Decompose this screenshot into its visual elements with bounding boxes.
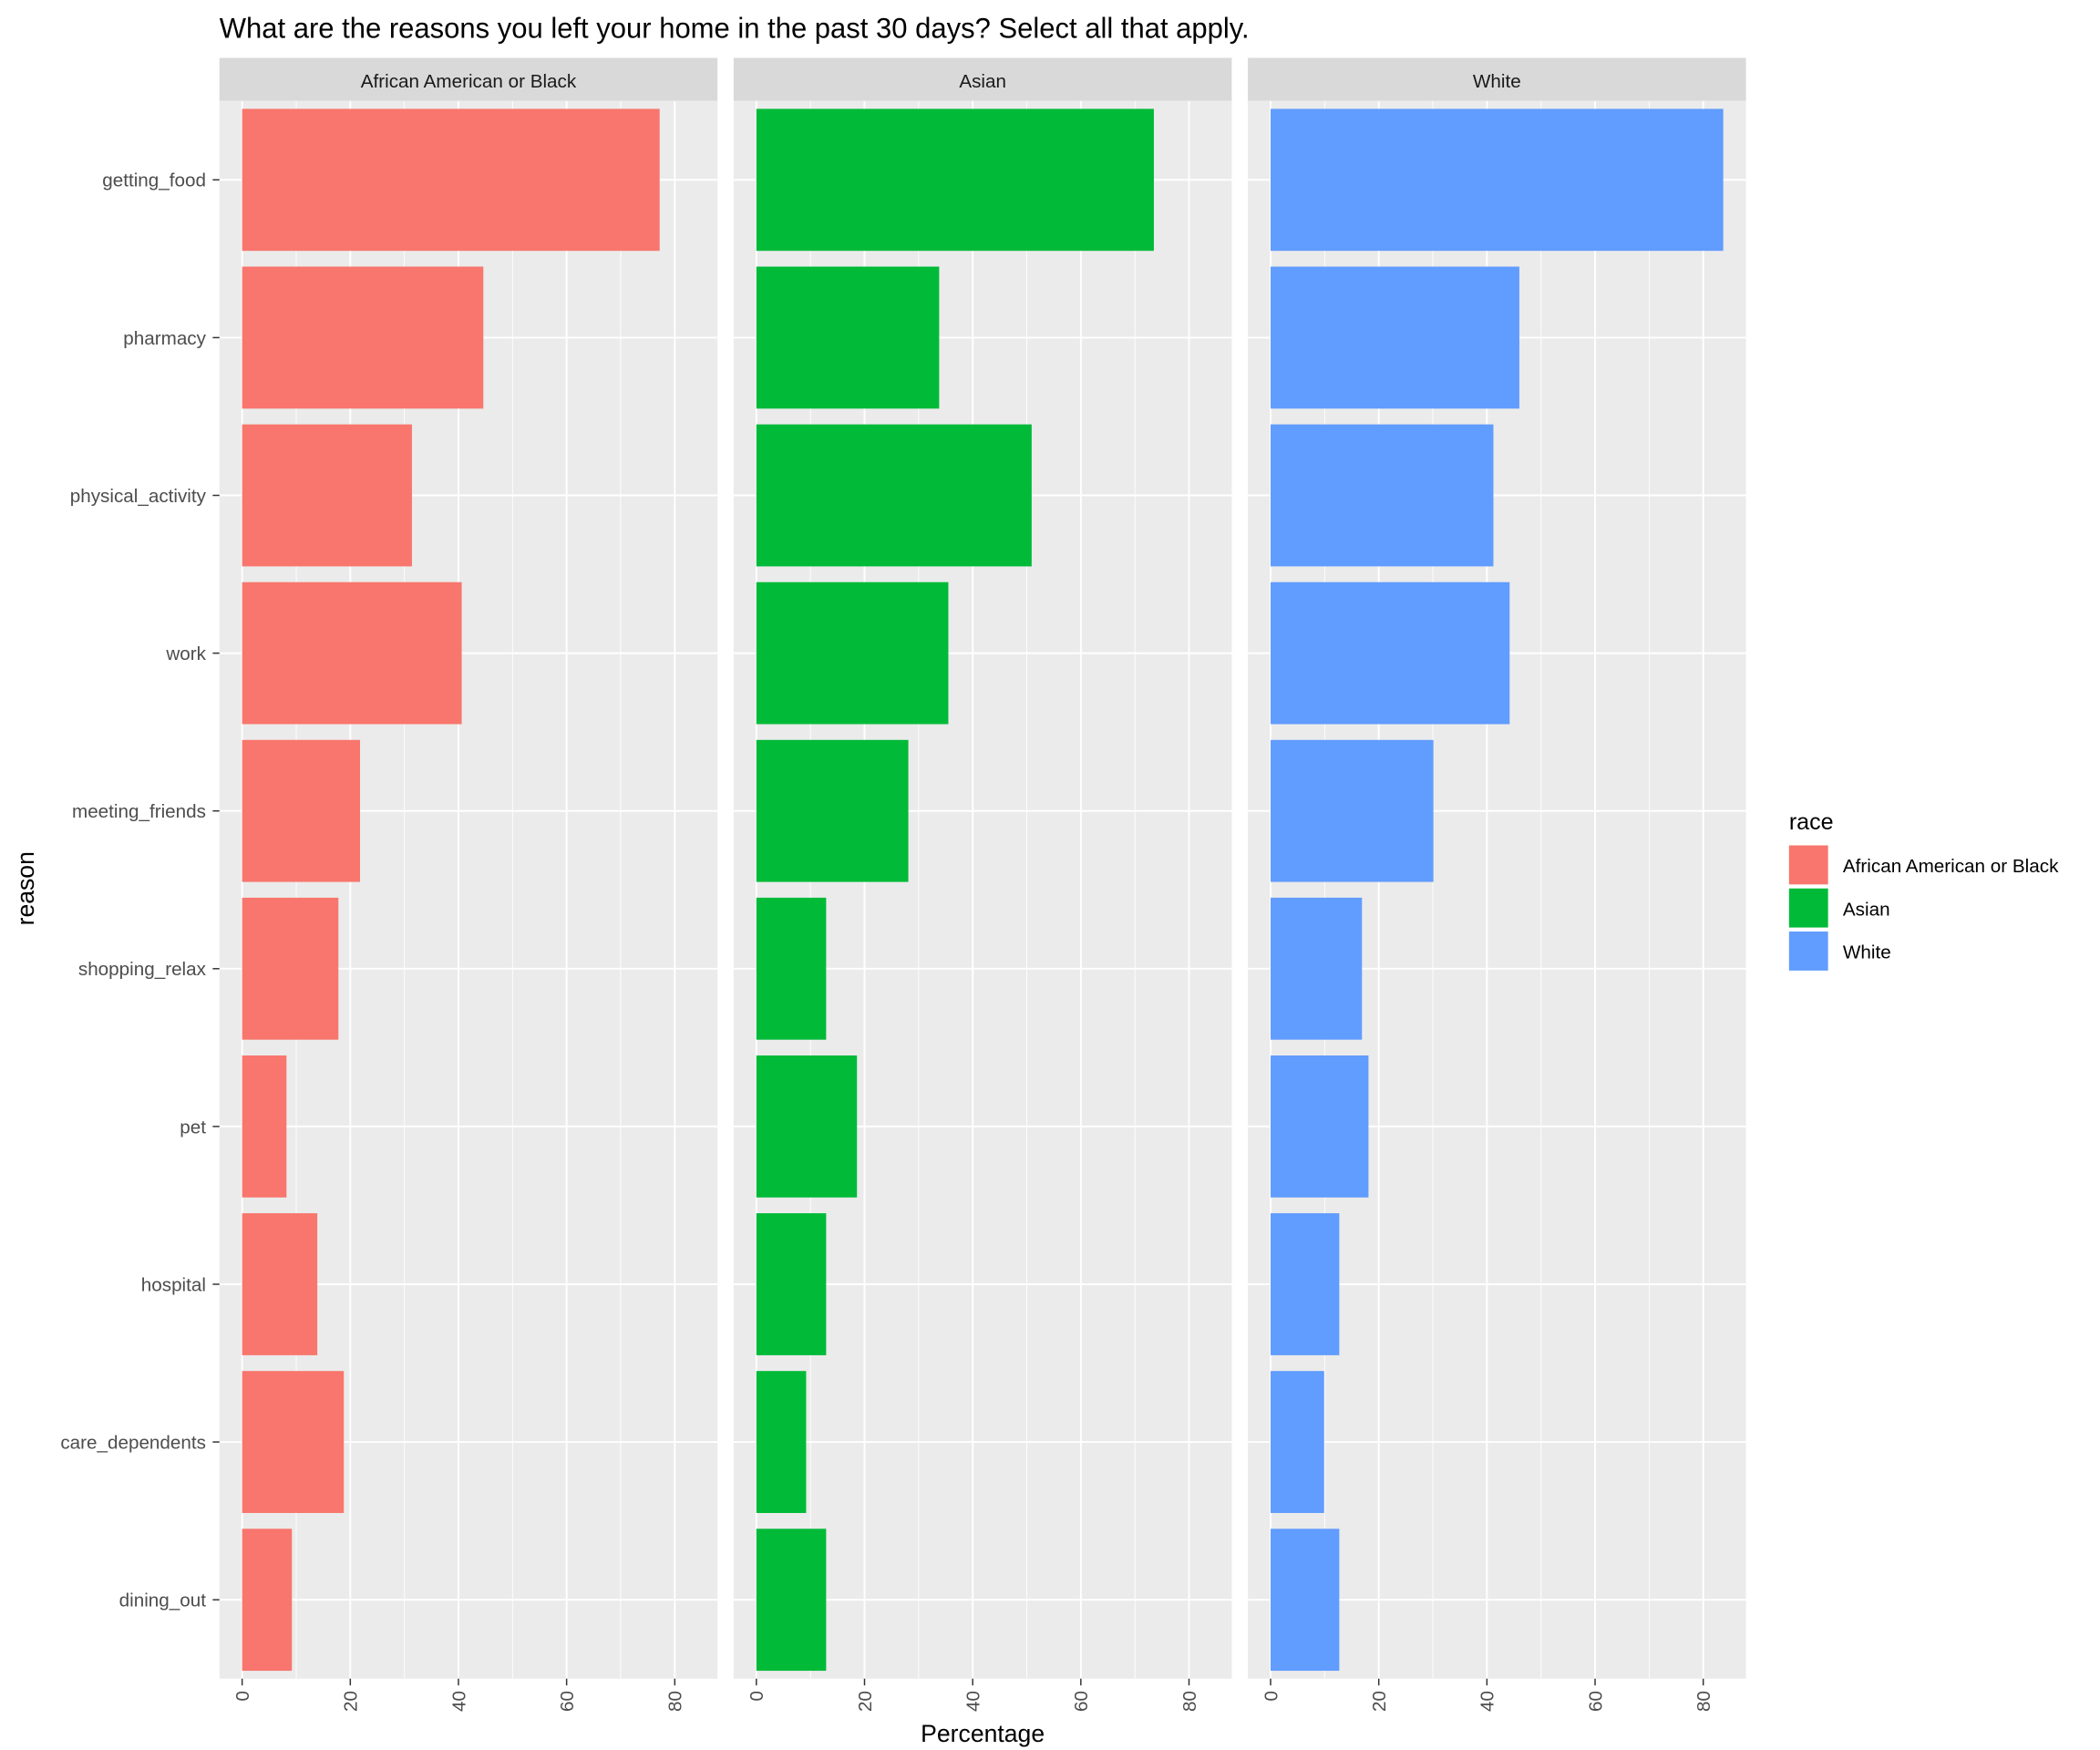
bar-pharmacy	[1271, 266, 1519, 409]
x-tick-label: 80	[1179, 1691, 1200, 1712]
x-tick-label: 20	[341, 1691, 362, 1712]
x-tick-label: 60	[557, 1691, 578, 1712]
x-tick-label: 0	[232, 1691, 253, 1702]
x-tick-label: 20	[1369, 1691, 1390, 1712]
x-tick-label: 40	[448, 1691, 469, 1712]
y-tick-label: getting_food	[102, 170, 206, 191]
bar-work	[1271, 582, 1510, 725]
bar-care_dependents	[242, 1371, 345, 1513]
bar-shopping_relax	[1271, 897, 1363, 1040]
bar-shopping_relax	[756, 897, 827, 1040]
legend-title: race	[1789, 809, 1834, 835]
bar-getting_food	[1271, 108, 1724, 252]
chart-title: What are the reasons you left your home …	[220, 12, 1250, 44]
y-tick-label: pharmacy	[123, 328, 206, 349]
x-tick-label: 0	[746, 1691, 767, 1702]
bar-hospital	[756, 1213, 827, 1355]
bar-pet	[242, 1055, 287, 1198]
bar-care_dependents	[756, 1371, 807, 1513]
bar-work	[242, 582, 462, 725]
panel-asian: Asian 0 20 40 60 80	[733, 57, 1232, 1712]
y-tick-label: physical_activity	[70, 486, 207, 507]
bar-meeting_friends	[1271, 739, 1434, 882]
bar-getting_food	[242, 108, 660, 252]
bar-dining_out	[1271, 1529, 1340, 1672]
bar-hospital	[242, 1213, 318, 1355]
y-tick-label: care_dependents	[60, 1432, 206, 1453]
legend-swatch	[1788, 888, 1828, 928]
y-tick-label: dining_out	[119, 1590, 207, 1611]
bar-physical_activity	[756, 424, 1032, 567]
bar-meeting_friends	[756, 739, 909, 882]
legend-label: White	[1843, 942, 1891, 963]
bar-hospital	[1271, 1213, 1340, 1355]
facet-strip-label: Asian	[959, 71, 1006, 92]
facet-strip-label: White	[1473, 71, 1521, 92]
x-tick-label: 40	[963, 1691, 984, 1712]
y-tick-label: shopping_relax	[78, 959, 207, 980]
bar-care_dependents	[1271, 1371, 1324, 1513]
bar-work	[756, 582, 949, 725]
bar-dining_out	[756, 1529, 827, 1672]
facet-strip	[1248, 57, 1746, 101]
legend-label: Asian	[1843, 899, 1890, 920]
bar-pharmacy	[242, 266, 484, 409]
panel-african-american-or-black: African American or Black 0 20 40 60 80	[219, 57, 718, 1712]
bar-shopping_relax	[242, 897, 339, 1040]
bar-meeting_friends	[242, 739, 361, 882]
bar-physical_activity	[1271, 424, 1494, 567]
bar-getting_food	[756, 108, 1154, 252]
facet-strip	[219, 57, 718, 101]
bar-pharmacy	[756, 266, 940, 409]
y-axis-label: reason	[12, 851, 39, 925]
bar-pet	[756, 1055, 858, 1198]
x-tick-label: 0	[1261, 1691, 1282, 1702]
y-tick-label: pet	[180, 1117, 206, 1138]
x-axis-label: Percentage	[921, 1720, 1045, 1747]
x-tick-label: 80	[665, 1691, 686, 1712]
x-tick-label: 60	[1585, 1691, 1606, 1712]
x-tick-label: 20	[855, 1691, 876, 1712]
legend: race African American or Black Asian White	[1788, 809, 2059, 971]
bar-pet	[1271, 1055, 1369, 1198]
x-tick-label: 40	[1477, 1691, 1498, 1712]
legend-label: African American or Black	[1843, 856, 2059, 877]
facet-strip-label: African American or Black	[361, 71, 577, 92]
x-tick-label: 80	[1693, 1691, 1714, 1712]
facet-strip	[733, 57, 1232, 101]
legend-swatch	[1788, 845, 1828, 885]
panel-white: White 0 20 40 60 80	[1248, 57, 1746, 1712]
y-tick-label: hospital	[141, 1274, 206, 1295]
x-tick-label: 60	[1071, 1691, 1092, 1712]
bar-dining_out	[242, 1529, 293, 1672]
y-tick-label: work	[165, 643, 206, 664]
bar-physical_activity	[242, 424, 412, 567]
y-tick-label: meeting_friends	[72, 801, 206, 822]
legend-swatch	[1788, 932, 1828, 971]
